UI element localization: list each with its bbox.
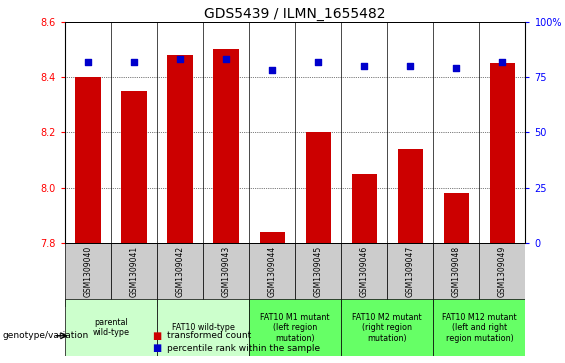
Point xyxy=(176,57,185,62)
Bar xyxy=(121,91,147,243)
Bar xyxy=(480,243,525,307)
Point xyxy=(314,59,323,65)
Bar xyxy=(306,132,331,243)
Bar xyxy=(157,243,203,307)
Bar xyxy=(351,174,377,243)
Text: GSM1309045: GSM1309045 xyxy=(314,246,323,297)
Bar xyxy=(388,243,433,307)
Bar xyxy=(433,243,480,307)
Text: GSM1309043: GSM1309043 xyxy=(221,246,231,297)
Title: GDS5439 / ILMN_1655482: GDS5439 / ILMN_1655482 xyxy=(205,7,386,21)
Bar xyxy=(203,243,249,307)
Bar xyxy=(398,149,423,243)
Text: GSM1309046: GSM1309046 xyxy=(360,246,369,297)
Text: GSM1309047: GSM1309047 xyxy=(406,246,415,297)
Point xyxy=(406,63,415,69)
Text: FAT10 wild-type: FAT10 wild-type xyxy=(172,323,234,332)
Point xyxy=(84,59,93,65)
Text: GSM1309049: GSM1309049 xyxy=(498,246,507,297)
Bar xyxy=(444,193,469,243)
Text: ■: ■ xyxy=(153,331,162,341)
Bar xyxy=(295,243,341,307)
Text: transformed count: transformed count xyxy=(167,331,251,340)
Bar xyxy=(111,243,157,307)
Bar xyxy=(249,243,295,307)
Bar xyxy=(65,299,157,356)
Bar xyxy=(157,299,249,356)
Bar xyxy=(75,77,101,243)
Bar xyxy=(65,243,111,307)
Point xyxy=(498,59,507,65)
Point xyxy=(360,63,369,69)
Text: GSM1309042: GSM1309042 xyxy=(176,246,185,297)
Text: percentile rank within the sample: percentile rank within the sample xyxy=(167,344,320,353)
Text: FAT10 M12 mutant
(left and right
region mutation): FAT10 M12 mutant (left and right region … xyxy=(442,313,517,343)
Bar xyxy=(167,55,193,243)
Text: genotype/variation: genotype/variation xyxy=(3,331,89,340)
Text: parental
wild-type: parental wild-type xyxy=(93,318,129,337)
Bar xyxy=(341,243,388,307)
Point xyxy=(268,68,277,73)
Bar xyxy=(259,232,285,243)
Text: GSM1309048: GSM1309048 xyxy=(452,246,461,297)
Point xyxy=(221,57,231,62)
Text: ■: ■ xyxy=(153,343,162,354)
Bar xyxy=(249,299,341,356)
Text: FAT10 M2 mutant
(right region
mutation): FAT10 M2 mutant (right region mutation) xyxy=(353,313,422,343)
Text: GSM1309041: GSM1309041 xyxy=(129,246,138,297)
Text: GSM1309044: GSM1309044 xyxy=(268,246,277,297)
Text: FAT10 M1 mutant
(left region
mutation): FAT10 M1 mutant (left region mutation) xyxy=(260,313,330,343)
Bar xyxy=(214,49,239,243)
Bar xyxy=(433,299,525,356)
Point xyxy=(129,59,138,65)
Text: GSM1309040: GSM1309040 xyxy=(84,246,93,297)
Bar xyxy=(341,299,433,356)
Point xyxy=(452,65,461,71)
Bar xyxy=(490,63,515,243)
